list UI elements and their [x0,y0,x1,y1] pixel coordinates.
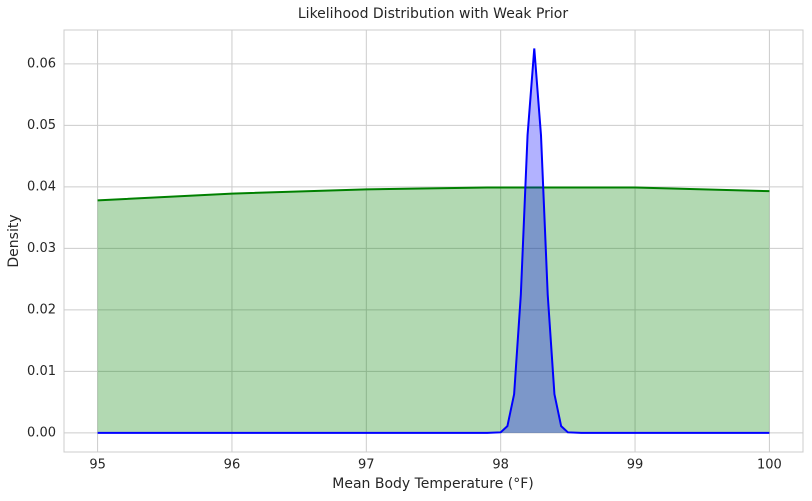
y-tick-label: 0.04 [27,179,56,194]
x-tick-label: 99 [627,458,644,473]
chart-title: Likelihood Distribution with Weak Prior [298,6,568,22]
y-tick-label: 0.02 [27,302,56,317]
line [97,186,770,202]
y-tick-label: 0.01 [27,364,56,379]
x-tick-label: 98 [492,458,509,473]
x-tick-label: 96 [224,458,241,473]
line [97,48,770,434]
x-tick-label: 95 [89,458,106,473]
y-tick-label: 0.03 [27,241,56,256]
plot-frame [63,29,804,453]
x-tick-label: 100 [757,458,782,473]
x-tick-label: 97 [358,458,375,473]
area-fill [97,187,770,433]
y-tick-label: 0.05 [27,118,56,133]
y-tick-label: 0.06 [27,56,56,71]
x-axis-label: Mean Body Temperature (°F) [332,476,534,492]
y-axis-label: Density [6,214,22,267]
y-tick-label: 0.00 [27,425,56,440]
